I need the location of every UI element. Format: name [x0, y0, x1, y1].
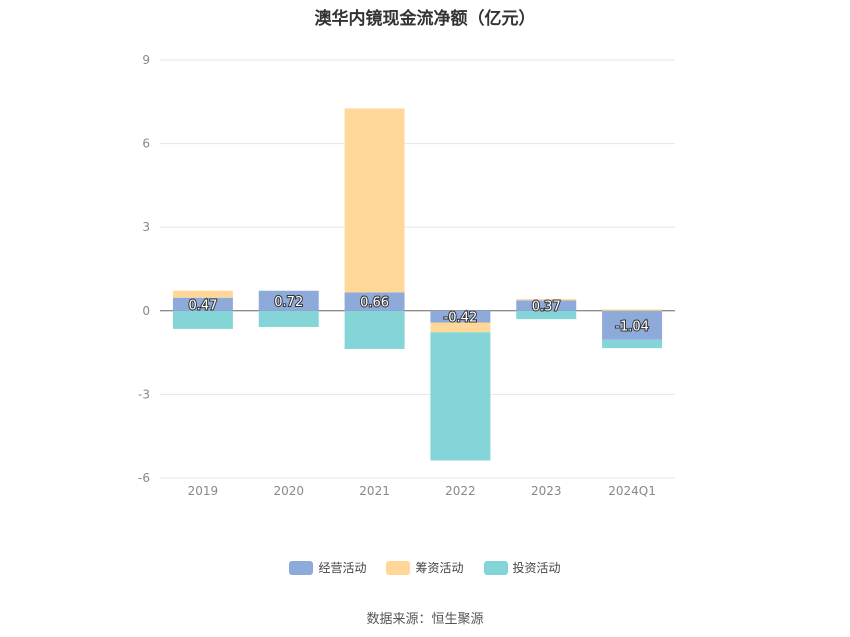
legend-label: 投资活动	[512, 561, 561, 575]
bar-筹资活动-2023	[516, 299, 577, 301]
y-tick-label: 6	[142, 137, 150, 151]
bar-投资活动-2024Q1	[602, 339, 663, 349]
bar-投资活动-2020	[258, 310, 319, 327]
bar-筹资活动-2022	[430, 322, 491, 333]
legend-item[interactable]: 经营活动	[289, 559, 366, 576]
legend-swatch	[386, 560, 411, 575]
bar-经营活动-2022	[430, 310, 491, 323]
source-note: 数据来源：恒生聚源	[366, 612, 484, 627]
legend-swatch	[289, 560, 314, 575]
bar-经营活动-2019	[172, 297, 233, 311]
y-tick-label: 3	[142, 220, 150, 234]
data-label: 0.72	[274, 295, 303, 310]
legend: 经营活动 筹资活动 投资活动	[0, 559, 850, 576]
bar-投资活动-2019	[172, 310, 233, 329]
y-tick-label: 0	[142, 304, 150, 318]
x-tick-label: 2022	[445, 484, 476, 498]
x-tick-label: 2020	[273, 484, 304, 498]
bar-筹资活动-2019	[172, 290, 233, 298]
y-tick-label: -3	[138, 387, 150, 401]
bar-投资活动-2023	[516, 310, 577, 320]
data-label: -0.42	[444, 311, 478, 326]
y-tick-label: 9	[142, 53, 150, 67]
bar-经营活动-2020	[258, 290, 319, 311]
data-label: -1.04	[615, 319, 649, 334]
legend-item[interactable]: 筹资活动	[386, 559, 464, 576]
x-tick-label: 2023	[531, 484, 562, 498]
bar-筹资活动-2021	[344, 108, 405, 293]
x-tick-label: 2019	[188, 484, 219, 498]
bar-投资活动-2022	[430, 332, 491, 461]
bar-投资活动-2021	[344, 310, 405, 349]
bar-经营活动-2023	[516, 300, 577, 311]
legend-item[interactable]: 投资活动	[483, 559, 561, 576]
data-label: 0.37	[532, 300, 561, 315]
y-tick-label: -6	[138, 471, 150, 485]
x-tick-label: 2024Q1	[608, 484, 656, 498]
legend-label: 经营活动	[318, 561, 367, 575]
legend-label: 筹资活动	[415, 561, 464, 575]
bar-经营活动-2024Q1	[602, 310, 663, 340]
data-label: 0.47	[188, 298, 217, 313]
chart-title: 澳华内镜现金流净额（亿元）	[314, 9, 536, 29]
data-label: 0.66	[360, 296, 389, 311]
bar-经营活动-2021	[344, 292, 405, 311]
legend-swatch	[483, 560, 508, 575]
bar-筹资活动-2024Q1	[602, 309, 663, 311]
x-tick-label: 2021	[359, 484, 390, 498]
